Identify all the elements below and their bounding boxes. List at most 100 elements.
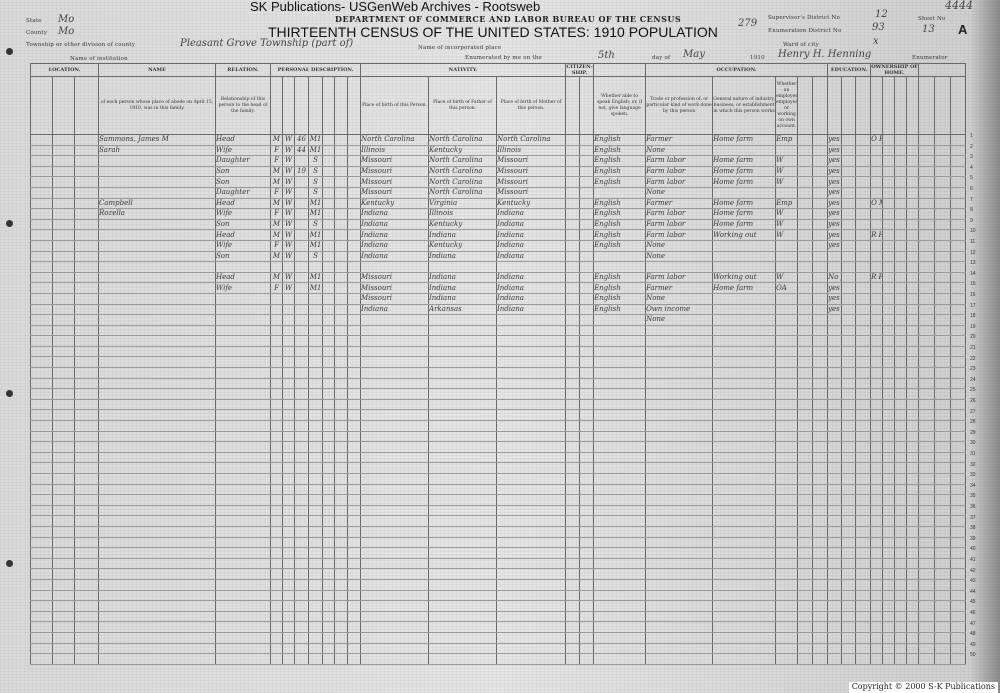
table-cell	[30, 239, 53, 252]
table-cell	[906, 388, 920, 400]
table-cell	[906, 409, 920, 422]
table-cell	[334, 578, 349, 591]
table-cell	[215, 631, 272, 644]
line-number: 24	[970, 376, 976, 383]
binder-hole	[6, 48, 13, 55]
table-cell	[870, 176, 884, 188]
table-cell	[882, 600, 896, 612]
table-cell	[870, 547, 884, 559]
table-cell: Kentucky	[496, 197, 567, 210]
table-cell	[73, 324, 100, 337]
table-row	[30, 324, 967, 337]
table-cell	[322, 176, 336, 188]
col-industry: General nature of industry, business, or…	[712, 76, 777, 135]
table-cell: M1	[308, 282, 324, 294]
table-cell	[645, 483, 714, 496]
table-cell	[282, 494, 296, 506]
table-cell	[906, 420, 920, 432]
table-cell	[645, 536, 714, 549]
table-cell	[30, 324, 53, 337]
table-cell	[73, 144, 100, 157]
table-cell	[712, 430, 777, 443]
table-cell	[906, 642, 920, 655]
table-cell: Home farm	[712, 165, 777, 178]
table-cell	[308, 621, 324, 633]
table-cell	[918, 642, 936, 655]
table-cell	[775, 610, 799, 623]
table-cell	[73, 218, 100, 231]
table-cell	[334, 271, 349, 284]
table-cell	[775, 239, 799, 252]
table-cell	[334, 525, 349, 538]
table-cell	[98, 462, 217, 474]
table-cell	[496, 335, 567, 347]
table-cell	[870, 367, 884, 379]
table-cell	[579, 335, 595, 347]
table-cell	[950, 557, 967, 570]
table-cell	[870, 282, 884, 294]
table-cell	[812, 218, 829, 231]
table-cell	[918, 420, 936, 432]
table-cell	[855, 208, 872, 220]
table-row	[30, 356, 967, 369]
table-cell	[308, 642, 324, 655]
table-cell	[593, 430, 647, 443]
table-cell	[334, 653, 349, 665]
table-cell	[797, 504, 814, 517]
table-cell	[294, 610, 310, 623]
table-cell	[894, 303, 908, 316]
table-cell	[882, 335, 896, 347]
table-cell	[882, 515, 896, 527]
table-cell	[775, 250, 799, 263]
table-cell	[797, 303, 814, 316]
table-cell: None	[645, 239, 714, 252]
table-cell	[270, 335, 284, 347]
table-cell	[496, 409, 567, 422]
line-number: 2	[970, 143, 973, 150]
table-cell	[797, 356, 814, 369]
table-row	[30, 600, 967, 612]
table-cell	[812, 642, 829, 655]
table-cell	[797, 441, 814, 453]
line-number: 23	[970, 366, 976, 373]
table-cell	[215, 398, 272, 411]
table-cell	[496, 610, 567, 623]
table-cell	[797, 176, 814, 188]
table-cell	[73, 578, 100, 591]
table-cell	[797, 610, 814, 623]
table-cell	[841, 292, 857, 305]
table-cell	[282, 335, 296, 347]
table-cell: W	[282, 250, 296, 263]
table-cell	[934, 610, 952, 623]
table-cell	[270, 420, 284, 432]
table-cell	[270, 525, 284, 538]
table-cell	[30, 197, 53, 210]
table-cell	[934, 653, 952, 665]
table-cell	[565, 473, 581, 485]
table-cell: W	[775, 176, 799, 188]
table-cell	[918, 229, 936, 241]
table-cell	[894, 568, 908, 580]
table-cell	[360, 536, 430, 549]
table-cell	[30, 377, 53, 390]
table-cell	[73, 430, 100, 443]
table-cell	[812, 208, 829, 220]
table-cell	[934, 525, 952, 538]
table-cell	[812, 367, 829, 379]
institution-label: Name of institution	[70, 56, 128, 62]
table-row: Son M W S Missouri North Carolina Missouri Engl…	[30, 176, 967, 188]
table-cell	[950, 610, 967, 623]
table-cell	[565, 186, 581, 199]
table-cell	[347, 515, 362, 527]
table-cell	[322, 631, 336, 644]
table-cell	[934, 568, 952, 580]
table-cell	[52, 218, 75, 231]
table-cell	[496, 451, 567, 464]
table-cell	[308, 600, 324, 612]
table-cell	[950, 239, 967, 252]
table-cell	[30, 165, 53, 178]
table-cell	[52, 642, 75, 655]
table-cell	[360, 261, 430, 273]
table-cell	[294, 653, 310, 665]
table-cell	[496, 430, 567, 443]
